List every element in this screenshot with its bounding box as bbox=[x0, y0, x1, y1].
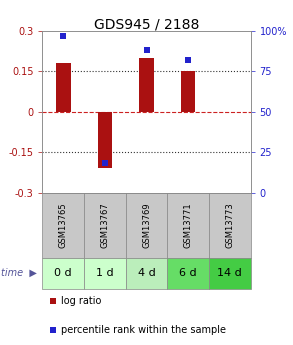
Bar bbox=[42, 258, 84, 289]
Bar bbox=[56, 63, 71, 112]
Bar bbox=[126, 193, 167, 258]
Text: GSM13773: GSM13773 bbox=[225, 202, 234, 248]
Text: percentile rank within the sample: percentile rank within the sample bbox=[61, 325, 226, 335]
Text: GSM13765: GSM13765 bbox=[59, 202, 68, 248]
Bar bbox=[181, 71, 195, 112]
Bar bbox=[42, 193, 84, 258]
Bar bbox=[126, 258, 167, 289]
Bar bbox=[98, 112, 112, 168]
Text: 6 d: 6 d bbox=[179, 268, 197, 278]
Bar bbox=[167, 193, 209, 258]
Bar bbox=[139, 58, 154, 112]
Text: 4 d: 4 d bbox=[138, 268, 155, 278]
Text: 14 d: 14 d bbox=[217, 268, 242, 278]
Bar bbox=[167, 258, 209, 289]
Text: log ratio: log ratio bbox=[61, 296, 102, 306]
Text: GSM13771: GSM13771 bbox=[184, 202, 193, 248]
Bar bbox=[209, 258, 251, 289]
Bar bbox=[84, 193, 126, 258]
Text: GSM13769: GSM13769 bbox=[142, 202, 151, 248]
Text: 1 d: 1 d bbox=[96, 268, 114, 278]
Text: GSM13767: GSM13767 bbox=[100, 202, 109, 248]
Bar bbox=[84, 258, 126, 289]
Text: 0 d: 0 d bbox=[54, 268, 72, 278]
Title: GDS945 / 2188: GDS945 / 2188 bbox=[94, 17, 199, 31]
Text: time  ▶: time ▶ bbox=[1, 268, 37, 278]
Bar bbox=[209, 193, 251, 258]
